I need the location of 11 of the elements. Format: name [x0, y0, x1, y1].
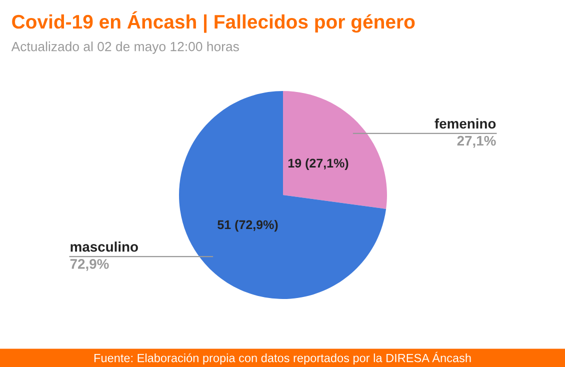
data-label: 51 (72,9%) [218, 220, 278, 232]
text: 72,9% [70, 259, 109, 271]
slice-label: femenino [434, 118, 496, 129]
data-label: 19 (27,1%) [288, 158, 348, 170]
text: 27,1% [457, 136, 496, 148]
chart-subtitle: Actualizado al 02 de mayo 12:00 horas [11, 42, 239, 54]
pie-slice [283, 91, 387, 209]
source-note: Fuente: Elaboración propia con datos reportados por la DIRESA Áncash [94, 352, 471, 365]
slice-label: masculino [70, 242, 138, 252]
pie-slice [179, 91, 386, 299]
chart-title: Covid-19 en Áncash | Fallecidos por género [12, 11, 415, 33]
